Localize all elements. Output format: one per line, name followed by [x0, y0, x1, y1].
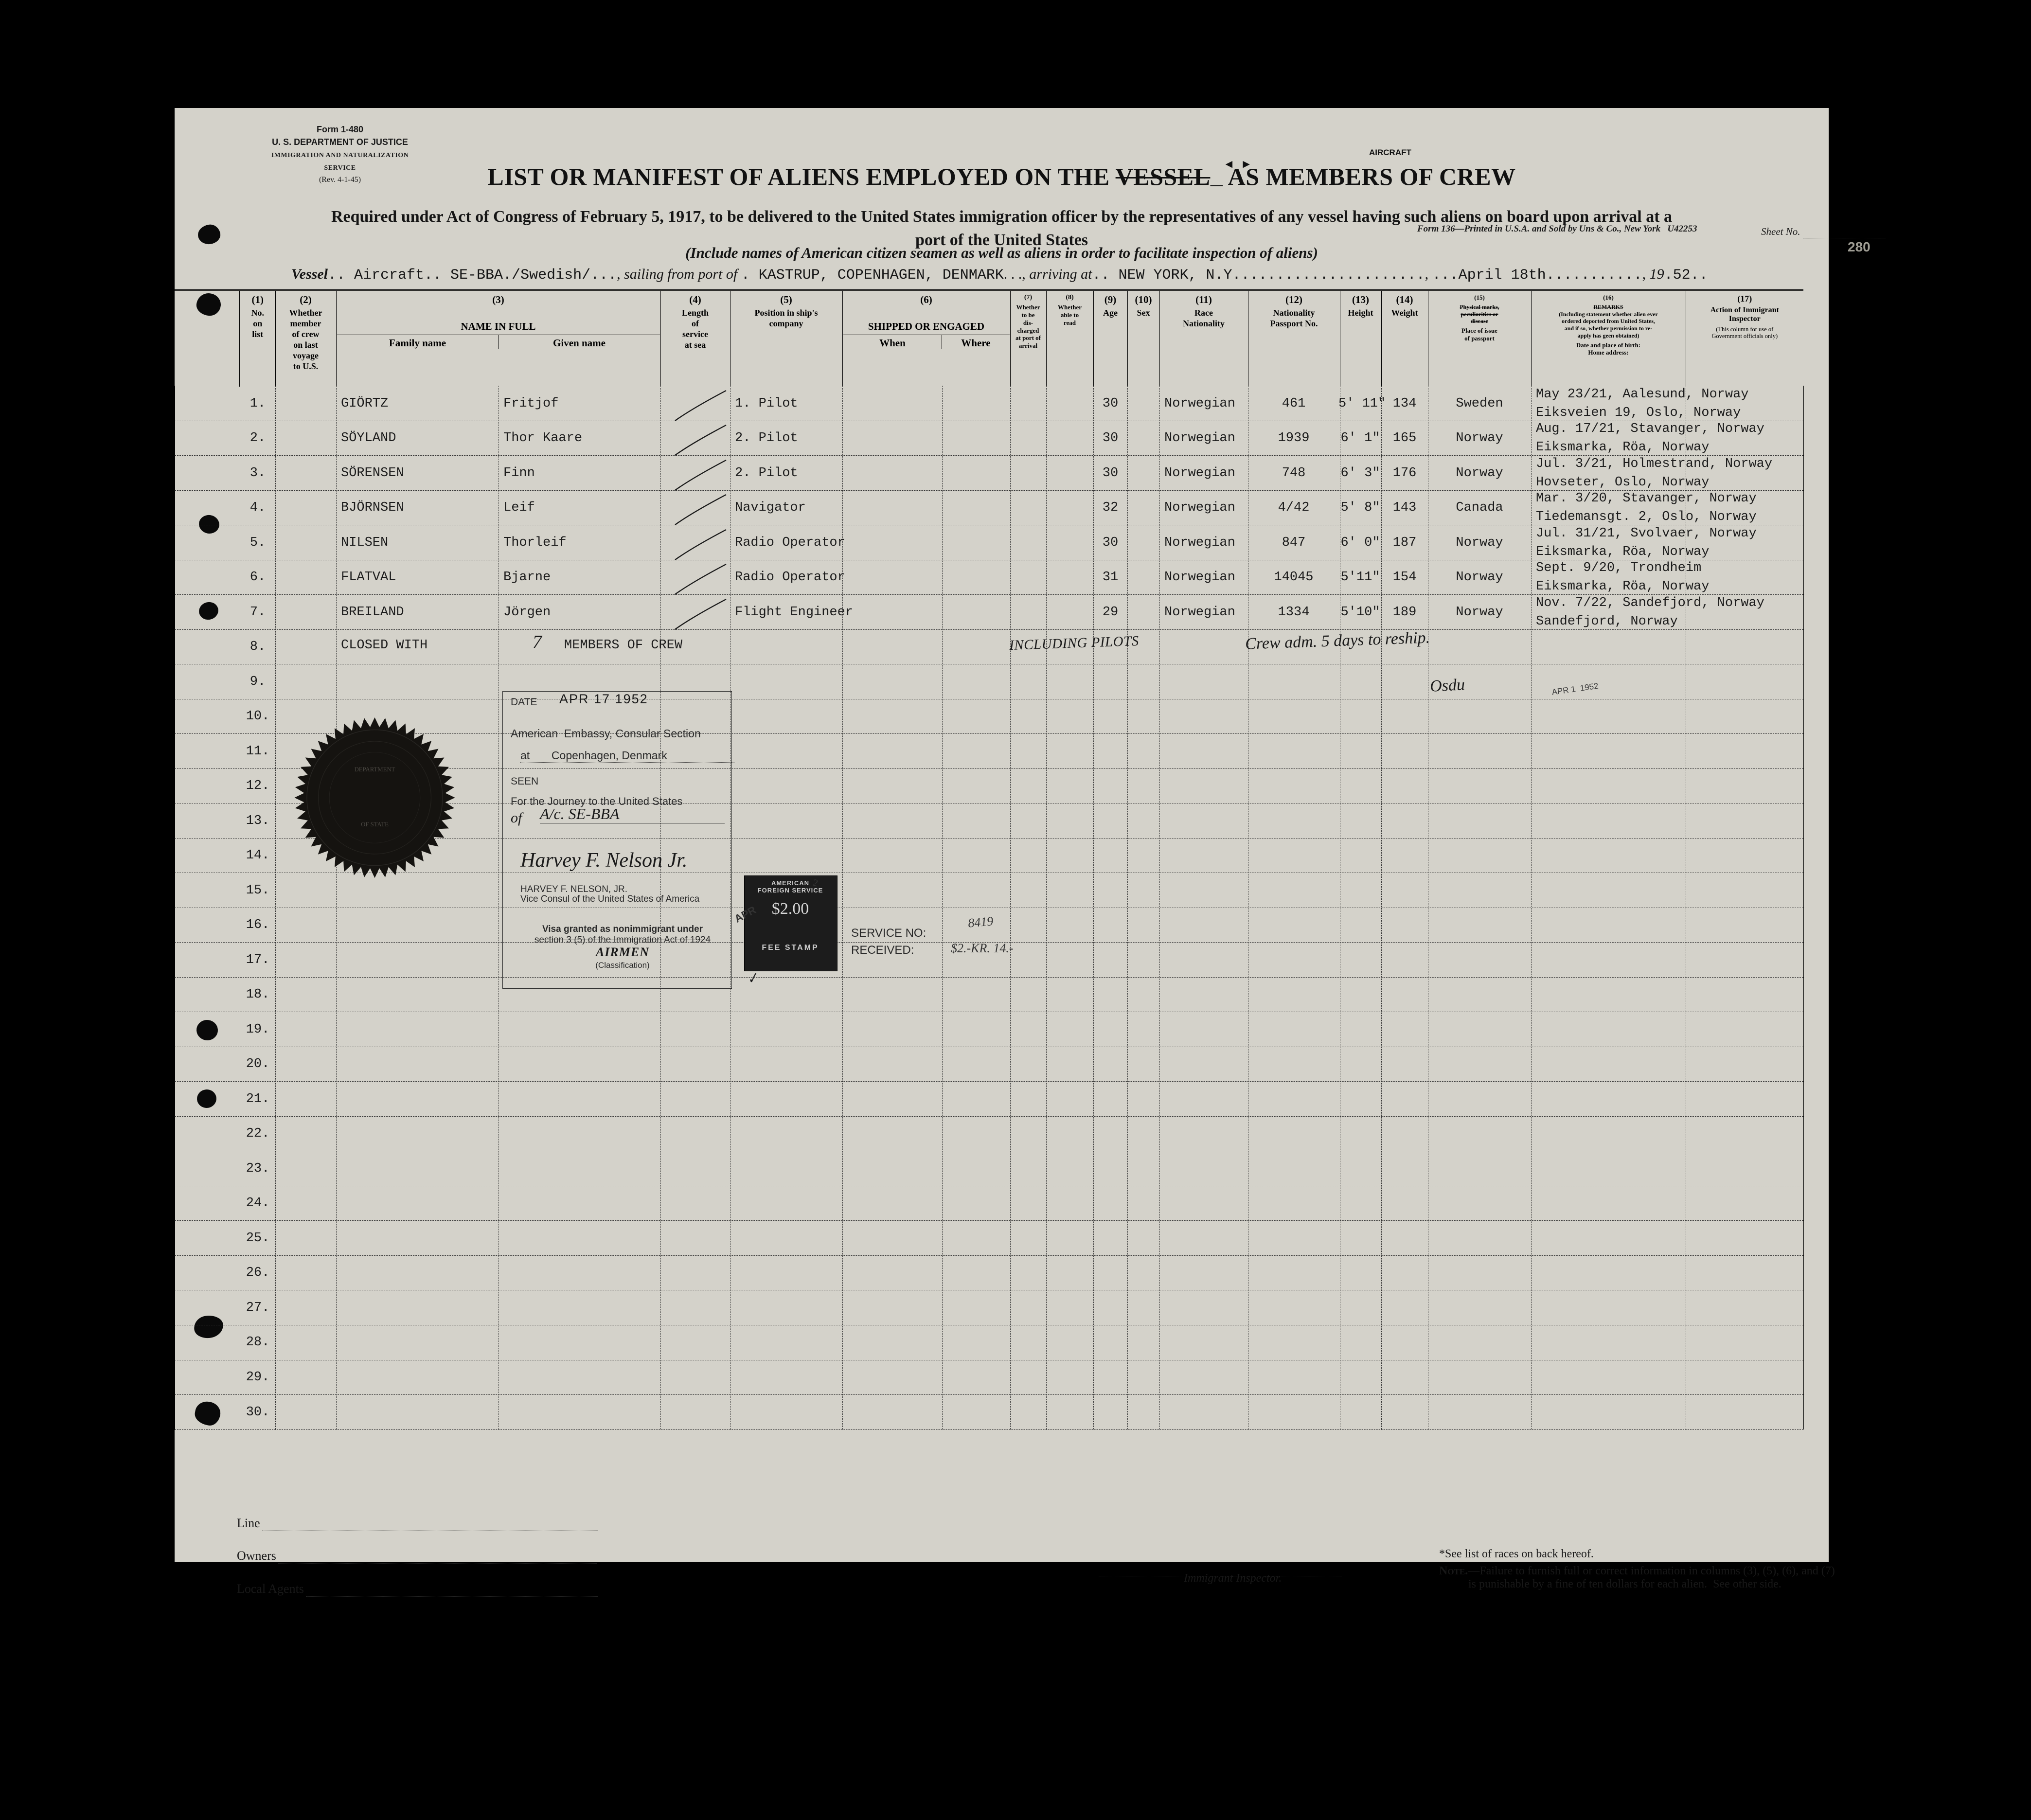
svg-text:DEPARTMENT: DEPARTMENT: [355, 766, 395, 773]
svg-text:OF STATE: OF STATE: [361, 821, 389, 828]
